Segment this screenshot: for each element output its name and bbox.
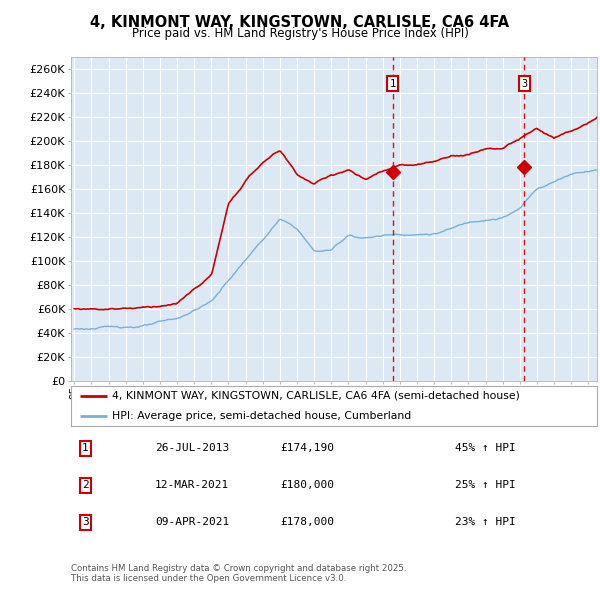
Text: 45% ↑ HPI: 45% ↑ HPI <box>455 443 515 453</box>
Text: 1: 1 <box>82 443 89 453</box>
Text: 26-JUL-2013: 26-JUL-2013 <box>155 443 229 453</box>
Text: £180,000: £180,000 <box>280 480 334 490</box>
Text: Contains HM Land Registry data © Crown copyright and database right 2025.
This d: Contains HM Land Registry data © Crown c… <box>71 563 406 583</box>
Text: 12-MAR-2021: 12-MAR-2021 <box>155 480 229 490</box>
Text: 23% ↑ HPI: 23% ↑ HPI <box>455 517 515 527</box>
Text: £178,000: £178,000 <box>280 517 334 527</box>
Text: 3: 3 <box>521 78 527 88</box>
Text: 3: 3 <box>82 517 89 527</box>
Text: 2: 2 <box>82 480 89 490</box>
Text: HPI: Average price, semi-detached house, Cumberland: HPI: Average price, semi-detached house,… <box>112 411 411 421</box>
Text: 1: 1 <box>389 78 395 88</box>
Text: 4, KINMONT WAY, KINGSTOWN, CARLISLE, CA6 4FA (semi-detached house): 4, KINMONT WAY, KINGSTOWN, CARLISLE, CA6… <box>112 391 520 401</box>
Text: Price paid vs. HM Land Registry's House Price Index (HPI): Price paid vs. HM Land Registry's House … <box>131 27 469 40</box>
Text: £174,190: £174,190 <box>280 443 334 453</box>
Text: 25% ↑ HPI: 25% ↑ HPI <box>455 480 515 490</box>
Text: 4, KINMONT WAY, KINGSTOWN, CARLISLE, CA6 4FA: 4, KINMONT WAY, KINGSTOWN, CARLISLE, CA6… <box>91 15 509 30</box>
Text: 09-APR-2021: 09-APR-2021 <box>155 517 229 527</box>
